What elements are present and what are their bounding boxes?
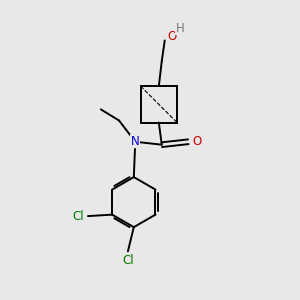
Text: Cl: Cl [122,254,134,267]
Text: H: H [176,22,184,34]
Text: N: N [130,135,140,148]
Text: Cl: Cl [73,210,84,223]
Text: O: O [167,30,177,43]
Text: O: O [193,135,202,148]
